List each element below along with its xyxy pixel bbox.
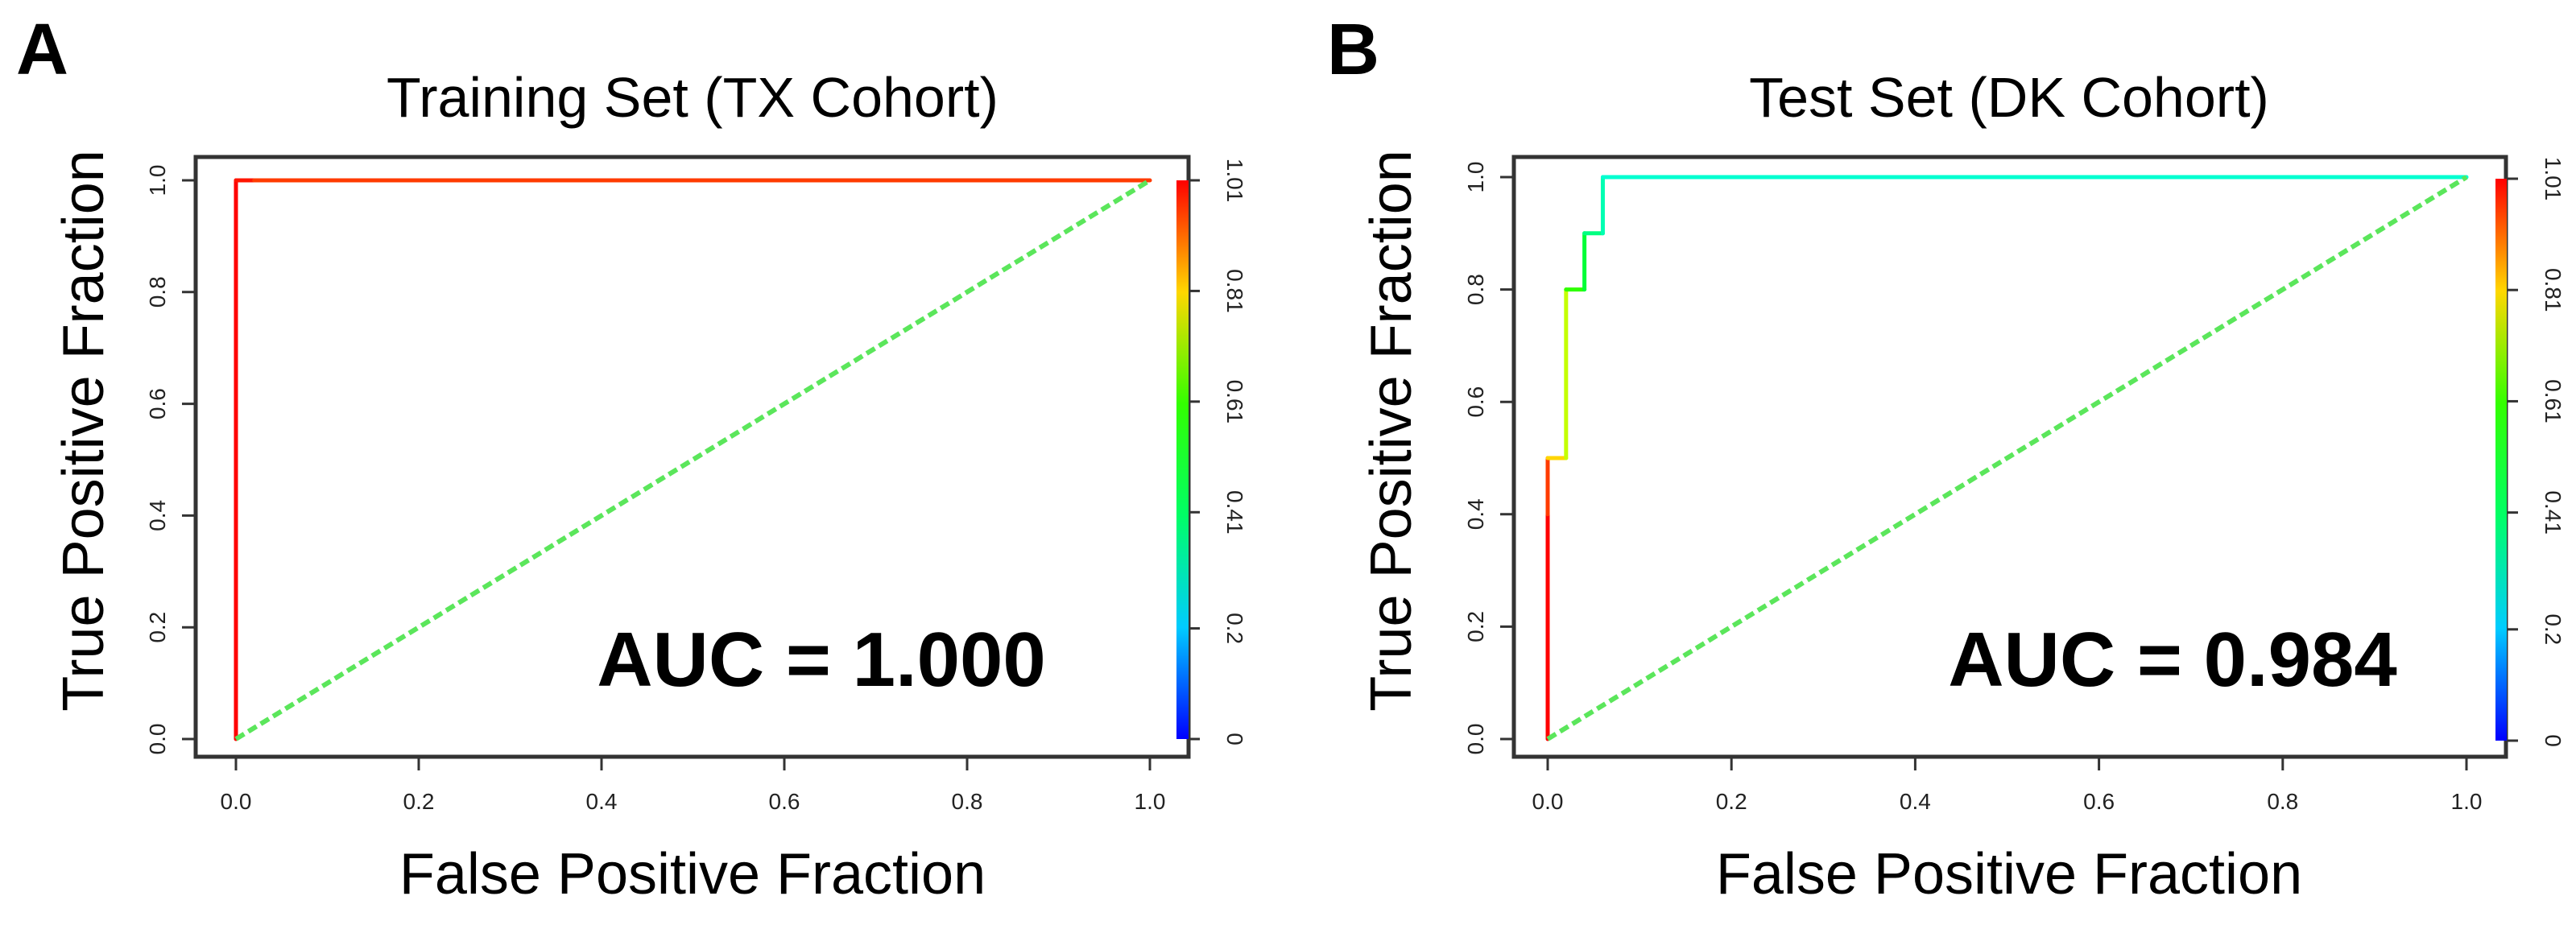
colorbar-tick-label: 0.81 <box>2541 268 2566 312</box>
y-tick-label: 0.6 <box>145 388 170 419</box>
colorbar-tick-label: 0.61 <box>1222 380 1247 423</box>
x-axis-label: False Positive Fraction <box>399 842 986 906</box>
panel-letter: B <box>1327 10 1379 90</box>
x-tick-label: 0.8 <box>2267 789 2298 814</box>
y-tick-label: 0.0 <box>145 724 170 755</box>
panel-b: B Test Set (DK Cohort) 0.0 0.2 0.4 0.6 0.8 1.… <box>1327 10 2566 906</box>
y-tick-label: 0.6 <box>1463 386 1488 418</box>
x-tick-label: 0.4 <box>586 789 618 814</box>
panel-a: A Training Set (TX Cohort) 0.0 0.2 0.4 0.6 0… <box>16 10 1247 906</box>
curves <box>1545 175 2469 741</box>
x-tick-label: 0.4 <box>1900 789 1931 814</box>
axis-ticks: 0.0 0.2 0.4 0.6 0.8 1.0 0.0 0.2 0.4 0.6 0.8 1.0 0 0.2… <box>1463 157 2566 814</box>
y-tick-label: 0.2 <box>145 612 170 643</box>
axis-ticks: 0.0 0.2 0.4 0.6 0.8 1.0 0.0 0.2 0.4 0.6 0.8 1.0 0 0.2… <box>145 159 1247 814</box>
y-tick-label: 0.8 <box>145 276 170 308</box>
y-tick-label: 0.8 <box>1463 274 1488 305</box>
x-tick-label: 0.8 <box>952 789 983 814</box>
colorbar-tick-label: 1.01 <box>1222 159 1247 203</box>
panel-letter: A <box>16 10 68 90</box>
x-tick-label: 0.6 <box>769 789 800 814</box>
y-axis-label: True Positive Fraction <box>1359 150 1424 712</box>
auc-annotation: AUC = 1.000 <box>597 617 1046 703</box>
y-tick-label: 0.4 <box>1463 498 1488 530</box>
y-tick-label: 0.0 <box>1463 724 1488 755</box>
x-tick-label: 0.0 <box>221 789 252 814</box>
chart-title: Training Set (TX Cohort) <box>387 66 999 129</box>
curves <box>234 178 1152 741</box>
colorbar-tick-label: 0.41 <box>1222 490 1247 535</box>
auc-annotation: AUC = 0.984 <box>1948 617 2397 703</box>
colorbar-tick-label: 0.2 <box>2541 613 2566 645</box>
chance-line <box>1546 175 2468 741</box>
colorbar-tick-label: 0.41 <box>2541 490 2566 535</box>
y-tick-label: 1.0 <box>1463 162 1488 193</box>
colorbar-tick-label: 0.81 <box>1222 269 1247 313</box>
x-tick-label: 1.0 <box>1135 789 1166 814</box>
colorbar-tick-label: 0 <box>1222 733 1247 745</box>
x-tick-label: 0.6 <box>2083 789 2115 814</box>
y-tick-label: 1.0 <box>145 165 170 196</box>
y-tick-label: 0.2 <box>1463 611 1488 642</box>
colorbar <box>2495 179 2507 741</box>
colorbar-tick-label: 0 <box>2541 734 2566 747</box>
y-axis-label: True Positive Fraction <box>52 150 116 712</box>
x-tick-label: 0.0 <box>1532 789 1564 814</box>
colorbar-tick-label: 0.61 <box>2541 379 2566 423</box>
colorbar <box>1176 180 1189 739</box>
y-tick-label: 0.4 <box>145 500 170 531</box>
chart-title: Test Set (DK Cohort) <box>1749 66 2269 129</box>
chance-line <box>234 178 1152 741</box>
colorbar-tick-label: 0.2 <box>1222 613 1247 644</box>
x-tick-label: 0.2 <box>1716 789 1747 814</box>
x-tick-label: 0.2 <box>403 789 435 814</box>
colorbar-tick-label: 1.01 <box>2541 157 2566 201</box>
x-tick-label: 1.0 <box>2451 789 2483 814</box>
x-axis-label: False Positive Fraction <box>1716 842 2302 906</box>
